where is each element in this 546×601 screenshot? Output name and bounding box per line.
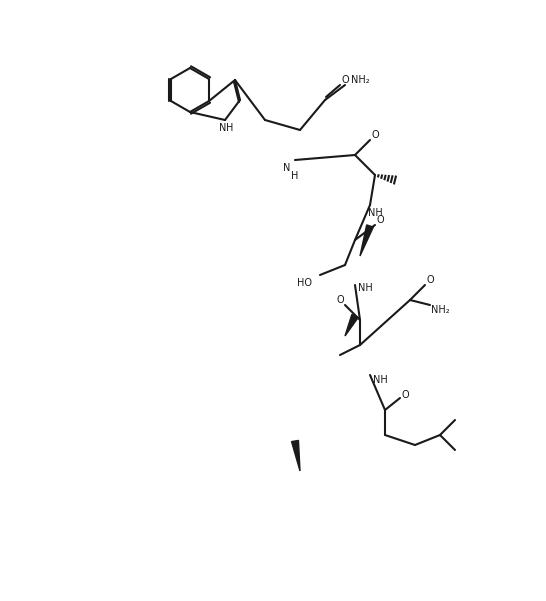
Text: O: O [426,275,434,285]
Polygon shape [345,314,358,336]
Text: NH₂: NH₂ [431,305,449,315]
Text: NH₂: NH₂ [351,75,369,85]
Text: O: O [376,215,384,225]
Text: N: N [283,163,290,173]
Polygon shape [360,225,373,256]
Text: HO: HO [298,278,312,288]
Text: NH: NH [367,208,382,218]
Text: O: O [371,130,379,140]
Text: O: O [401,390,409,400]
Text: O: O [336,295,344,305]
Polygon shape [292,441,300,471]
Text: O: O [341,75,349,85]
Text: N: N [219,123,227,133]
Text: NH: NH [372,375,387,385]
Text: H: H [226,123,234,133]
Text: NH: NH [358,283,372,293]
Text: H: H [292,171,299,181]
